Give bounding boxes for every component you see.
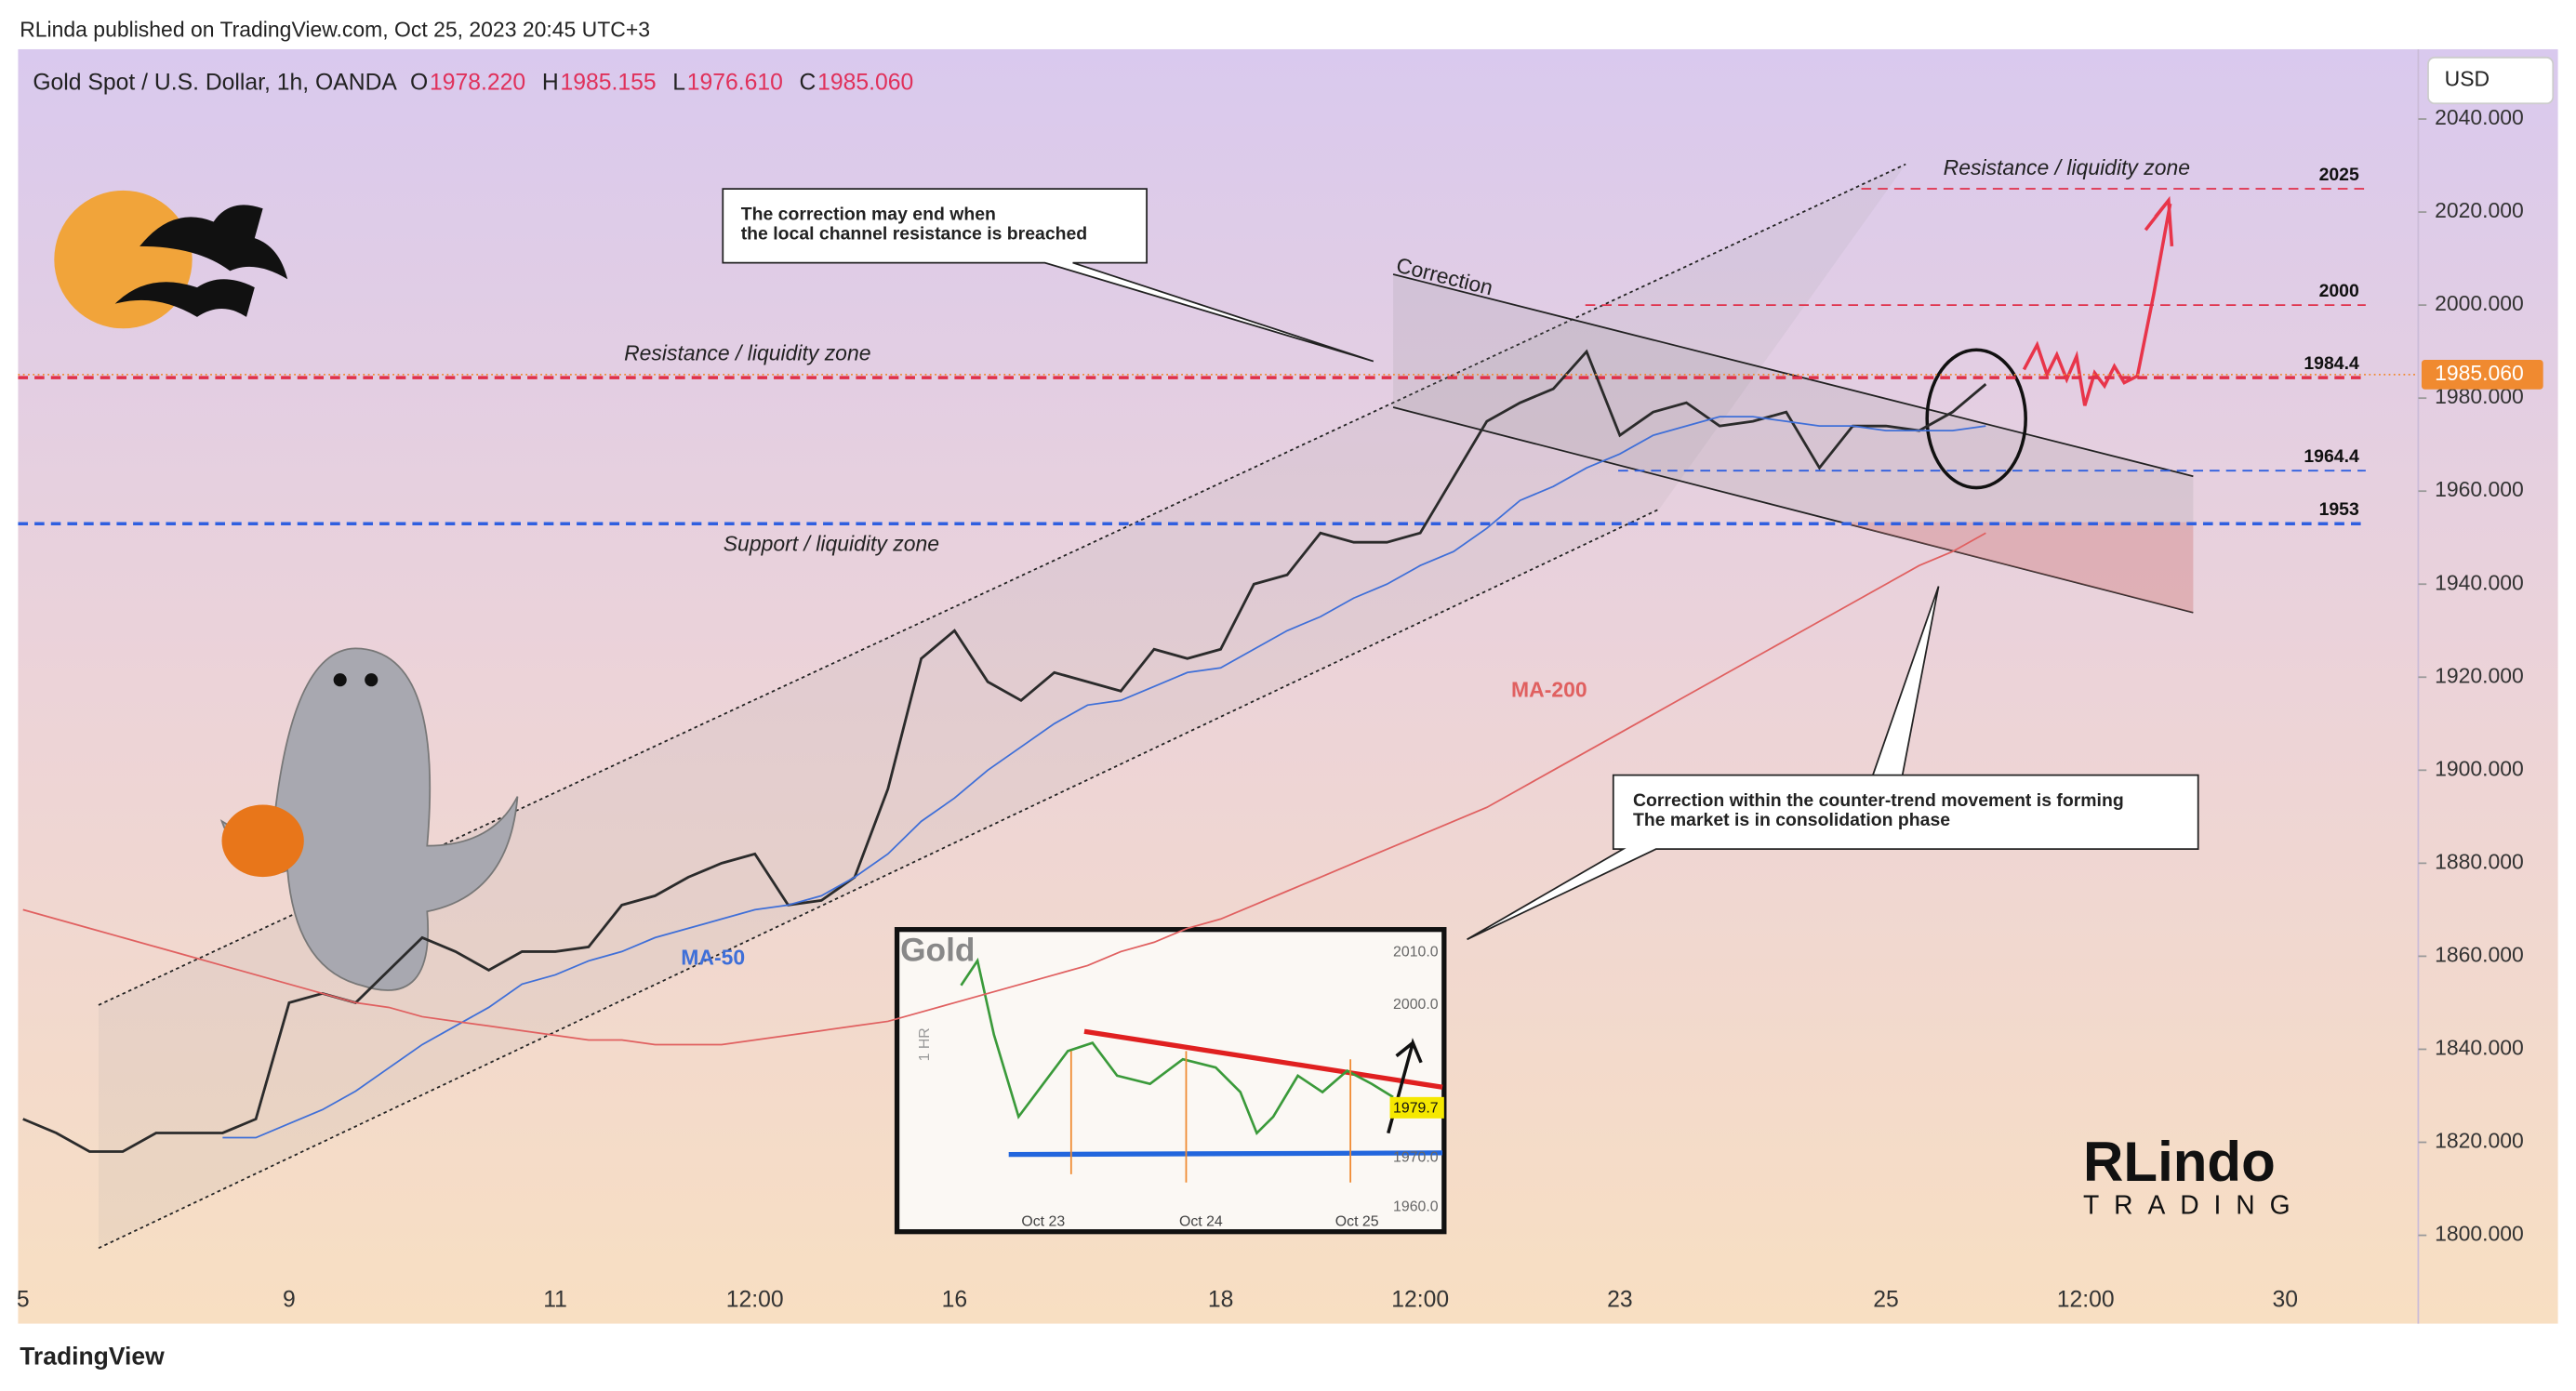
logo-top: RLindo <box>2083 1131 2276 1193</box>
x-tick-label: 23 <box>1607 1287 1633 1312</box>
ma-line <box>22 532 1986 1046</box>
last-price-label: 1985.060 <box>2435 361 2524 385</box>
x-tick-label: 5 <box>17 1287 30 1312</box>
callout-text: The correction may end when <box>741 205 996 225</box>
x-tick-label: 25 <box>1873 1287 1899 1312</box>
projection-arrow <box>2022 195 2174 406</box>
correction-lower <box>1392 406 2194 614</box>
inset-ytick: 2010.0 <box>1393 945 1439 960</box>
title-row: Gold Spot / U.S. Dollar, 1h, OANDA <box>33 71 397 96</box>
ohlc-value: 1978.220 <box>430 71 525 96</box>
x-tick-label: 9 <box>283 1287 296 1312</box>
x-tick-label: 11 <box>543 1287 567 1312</box>
x-tick-label: 12:00 <box>1391 1287 1449 1312</box>
y-tick-label: 1800.000 <box>2435 1222 2524 1246</box>
y-tick-label: 2020.000 <box>2435 198 2524 222</box>
bats <box>114 205 288 317</box>
correction-fill <box>1393 273 2194 613</box>
y-tick-label: 1920.000 <box>2435 663 2524 687</box>
inset-title: Gold <box>900 933 975 969</box>
ohlc-key: H <box>542 71 559 96</box>
byline: RLinda published on TradingView.com, Oct… <box>20 18 650 42</box>
inset <box>894 927 1447 1235</box>
y-tick-label: 1900.000 <box>2435 756 2524 780</box>
ghost-eye <box>333 673 347 687</box>
ma-line <box>222 416 1986 1139</box>
y-tick-label: 1860.000 <box>2435 942 2524 966</box>
highlight-circle <box>1925 348 2027 490</box>
level-label: 1953 <box>2319 499 2359 520</box>
currency: USD <box>2445 67 2490 91</box>
ohlc-key: O <box>410 71 428 96</box>
pumpkin <box>221 804 304 878</box>
inset-ytick: 1960.0 <box>1393 1199 1439 1214</box>
zone-label: Resistance / liquidity zone <box>1944 155 2190 179</box>
ohlc-value: 1985.060 <box>817 71 913 96</box>
inset-xtick: Oct 25 <box>1335 1213 1379 1229</box>
level-label: 2025 <box>2319 165 2359 185</box>
x-tick-label: 18 <box>1208 1287 1234 1312</box>
inset-support <box>1008 1150 1443 1158</box>
chart-title: Gold Spot / U.S. Dollar, 1h, OANDA <box>33 71 397 96</box>
y-tick-label: 1820.000 <box>2435 1129 2524 1153</box>
level-label: 2000 <box>2319 281 2359 301</box>
ma-label: MA-50 <box>681 946 745 970</box>
inset-xtick: Oct 24 <box>1179 1213 1223 1229</box>
x-tick-label: 12:00 <box>726 1287 784 1312</box>
y-tick-label: 1960.000 <box>2435 477 2524 501</box>
callout-box <box>1467 774 2199 941</box>
inset-ytick: 2000.0 <box>1393 997 1439 1013</box>
level-label: 1984.4 <box>2304 353 2359 374</box>
callout-text: The market is in consolidation phase <box>1633 810 1950 830</box>
logo-bottom: TRADING <box>2083 1190 2304 1220</box>
channel-lower <box>98 508 1660 1250</box>
risk-zone <box>1839 522 2194 613</box>
x-tick-label: 16 <box>942 1287 968 1312</box>
callout-box <box>722 188 1374 363</box>
ghost-eye <box>365 673 378 687</box>
y-tick-label: 2040.000 <box>2435 105 2524 129</box>
ohlc-value: 1976.610 <box>687 71 783 96</box>
inset-resistance <box>1083 1028 1443 1090</box>
inset-last-box <box>1389 1096 1444 1119</box>
ohlc-key: L <box>672 71 685 96</box>
callout-pointer <box>1871 586 1940 776</box>
x-tick-label: 30 <box>2273 1287 2299 1312</box>
callout-text: Correction within the counter-trend move… <box>1633 790 2124 811</box>
level-label: 1964.4 <box>2304 446 2359 467</box>
y-tick-label: 1840.000 <box>2435 1036 2524 1060</box>
currency-box[interactable] <box>2427 56 2555 105</box>
channel-fill <box>98 164 1906 1249</box>
inset-arrows <box>1069 1051 1352 1183</box>
inset-last-price: 1979.7 <box>1393 1100 1439 1116</box>
ohlc-key: C <box>800 71 817 96</box>
y-tick-label: 1940.000 <box>2435 570 2524 594</box>
moon <box>54 190 193 329</box>
last-price-box <box>2421 359 2543 390</box>
ohlc-value: 1985.155 <box>560 71 656 96</box>
ma-label: MA-200 <box>1511 678 1587 702</box>
zone-label: Resistance / liquidity zone <box>624 341 870 365</box>
inset-timeframe: 1 HR <box>917 1027 933 1061</box>
y-tick-label: 1880.000 <box>2435 849 2524 873</box>
inset-ytick: 1970.0 <box>1393 1149 1439 1165</box>
inset-xtick: Oct 23 <box>1021 1213 1065 1229</box>
inset-price <box>960 957 1394 1136</box>
zone-label: Support / liquidity zone <box>724 531 939 555</box>
callout-text: the local channel resistance is breached <box>741 224 1087 245</box>
x-tick-label: 12:00 <box>2057 1287 2115 1312</box>
y-tick-label: 2000.000 <box>2435 291 2524 315</box>
footer-brand: TradingView <box>20 1343 165 1371</box>
